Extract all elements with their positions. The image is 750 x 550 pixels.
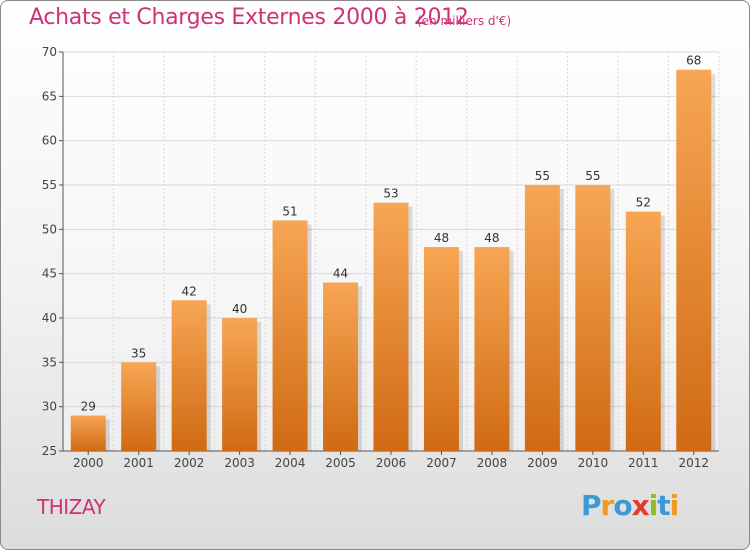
bar-value-label: 48 — [434, 231, 449, 245]
labels: 25 30 35 40 45 50 55 60 65 70 29 2000 35 2001 42 2002 40… — [42, 45, 709, 470]
y-tick-label: 70 — [42, 45, 57, 59]
y-tick-label: 35 — [42, 355, 57, 369]
bar — [272, 220, 308, 451]
x-tick-label: 2000 — [73, 456, 104, 470]
bar — [524, 185, 560, 451]
chart-title: Achats et Charges Externes 2000 à 2012 — [29, 5, 469, 30]
chart-subtitle: (en milliers d'€) — [417, 14, 512, 28]
y-tick-label: 30 — [42, 400, 57, 414]
bar — [575, 185, 611, 451]
bar-value-label: 55 — [585, 169, 600, 183]
bar-value-label: 55 — [535, 169, 550, 183]
x-tick-label: 2005 — [325, 456, 356, 470]
bar-value-label: 51 — [282, 204, 297, 218]
bar — [373, 202, 409, 451]
y-tick-label: 60 — [42, 134, 57, 148]
y-tick-label: 65 — [42, 89, 57, 103]
bar-value-label: 53 — [383, 187, 398, 201]
x-tick-label: 2004 — [275, 456, 306, 470]
x-tick-label: 2008 — [477, 456, 508, 470]
y-tick-label: 55 — [42, 178, 57, 192]
bar — [323, 282, 359, 451]
bar-value-label: 29 — [81, 400, 96, 414]
x-tick-label: 2010 — [578, 456, 609, 470]
x-tick-label: 2009 — [527, 456, 558, 470]
bars — [70, 69, 716, 451]
x-tick-label: 2002 — [174, 456, 205, 470]
x-tick-label: 2001 — [123, 456, 154, 470]
y-tick-label: 40 — [42, 311, 57, 325]
bar-value-label: 40 — [232, 302, 247, 316]
bar-value-label: 35 — [131, 346, 146, 360]
x-tick-label: 2007 — [426, 456, 457, 470]
y-tick-label: 50 — [42, 222, 57, 236]
commune-name: THIZAY — [37, 495, 106, 519]
y-tick-label: 45 — [42, 267, 57, 281]
bar — [625, 211, 661, 451]
proxiti-logo[interactable]: Proxiti — [581, 489, 679, 522]
bar-value-label: 68 — [686, 54, 701, 68]
x-tick-label: 2006 — [376, 456, 407, 470]
bar-value-label: 52 — [636, 196, 651, 210]
bar-value-label: 48 — [484, 231, 499, 245]
x-tick-label: 2003 — [224, 456, 255, 470]
bar-value-label: 42 — [182, 284, 197, 298]
bar — [222, 318, 258, 451]
bar-value-label: 44 — [333, 267, 348, 281]
bar — [70, 415, 106, 451]
y-tick-label: 25 — [42, 444, 57, 458]
bar — [474, 247, 510, 451]
x-tick-label: 2011 — [628, 456, 659, 470]
bar — [676, 69, 712, 451]
bar — [171, 300, 207, 451]
bar — [121, 362, 157, 451]
x-tick-label: 2012 — [678, 456, 709, 470]
bar — [423, 247, 459, 451]
